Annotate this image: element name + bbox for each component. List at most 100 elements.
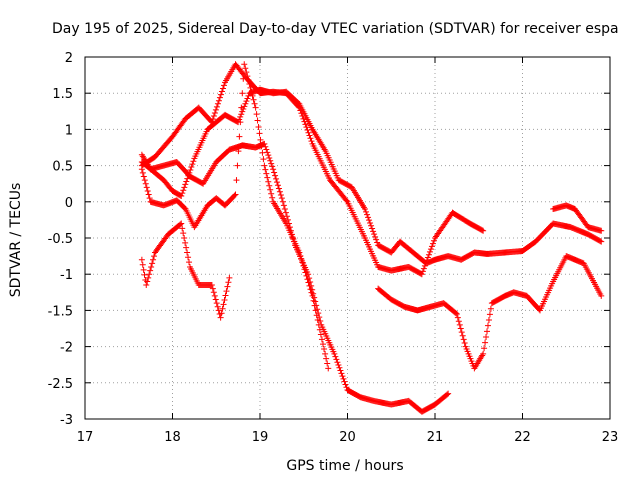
x-axis-label: GPS time / hours [286, 458, 403, 474]
data-point [485, 317, 492, 324]
data-point [453, 311, 460, 318]
data-point [237, 119, 244, 126]
data-point [484, 322, 491, 329]
data-point [283, 213, 290, 220]
data-point [363, 208, 370, 215]
y-tick-label: -2 [60, 341, 73, 356]
data-point [374, 239, 381, 246]
data-point [235, 148, 242, 155]
data-point [298, 256, 305, 263]
data-point [215, 97, 222, 104]
data-point [455, 318, 462, 325]
data-point [270, 166, 277, 173]
data-point [373, 236, 380, 243]
data-point [265, 178, 272, 185]
data-point [452, 310, 459, 317]
data-point [598, 227, 605, 234]
data-point [336, 364, 343, 371]
data-point [337, 367, 344, 374]
data-point [420, 265, 427, 272]
data-point [151, 253, 158, 260]
data-point [310, 297, 317, 304]
data-point [266, 182, 273, 189]
data-point [309, 292, 316, 299]
data-point [252, 104, 259, 111]
data-point [598, 292, 605, 299]
data-point [428, 243, 435, 250]
data-point [257, 136, 264, 143]
data-point [150, 256, 157, 263]
data-point [278, 195, 285, 202]
data-point [217, 91, 224, 98]
data-point [306, 282, 313, 289]
data-point [371, 231, 378, 238]
data-point [308, 289, 315, 296]
data-point [258, 143, 265, 150]
data-point [277, 191, 284, 198]
data-point [248, 88, 255, 95]
data-point [307, 286, 314, 293]
data-point [362, 206, 368, 213]
data-point [147, 267, 154, 274]
data-point [273, 175, 280, 182]
data-point [259, 149, 266, 156]
data-point [264, 174, 271, 181]
data-point [368, 222, 375, 229]
data-point [244, 73, 251, 80]
data-point [210, 289, 217, 296]
data-point [138, 166, 145, 173]
data-point [366, 217, 373, 224]
data-point [482, 339, 489, 346]
data-point [224, 283, 231, 290]
data-point [430, 237, 437, 244]
data-point [321, 346, 328, 353]
axis-ticks: 17 18 19 20 21 22 23 2 1.5 1 0.5 0 -0.5 -1 -1.5 -2 -2.5 -… [48, 51, 619, 445]
data-point [316, 326, 323, 333]
data-point [303, 124, 310, 131]
data-point [144, 278, 151, 285]
data-point [367, 219, 374, 226]
data-point [179, 190, 186, 197]
data-point [223, 288, 230, 295]
data-point [219, 85, 226, 92]
data-point [280, 202, 287, 209]
data-point [308, 138, 315, 145]
y-tick-label: -1 [60, 268, 73, 283]
data-point [304, 126, 311, 133]
data-point [180, 187, 187, 194]
data-point [282, 209, 289, 216]
data-point [338, 370, 345, 377]
data-point [418, 271, 425, 278]
data-point [332, 353, 339, 360]
data-point [274, 182, 281, 189]
data-point [213, 300, 220, 307]
data-point [148, 263, 155, 270]
data-point [343, 197, 350, 204]
data-point [237, 113, 244, 120]
data-point [263, 170, 270, 177]
x-tick-label: 18 [164, 430, 181, 445]
data-point [183, 178, 190, 185]
data-point [597, 238, 604, 245]
data-point [221, 296, 228, 303]
data-point [271, 169, 278, 176]
data-point [304, 276, 311, 283]
data-point [267, 157, 274, 164]
data-point [322, 350, 329, 357]
data-point [483, 333, 490, 340]
data-point [317, 331, 324, 338]
data-point [302, 269, 309, 276]
data-markers [138, 61, 605, 415]
data-point [334, 359, 341, 366]
data-point [185, 254, 192, 261]
data-point [301, 266, 308, 273]
data-point [454, 314, 461, 321]
data-point [314, 317, 321, 324]
data-point [178, 220, 185, 227]
data-point [266, 154, 273, 161]
data-point [269, 194, 276, 201]
data-point [234, 162, 241, 169]
data-point [239, 108, 246, 115]
data-point [312, 307, 319, 314]
data-point [481, 345, 488, 352]
